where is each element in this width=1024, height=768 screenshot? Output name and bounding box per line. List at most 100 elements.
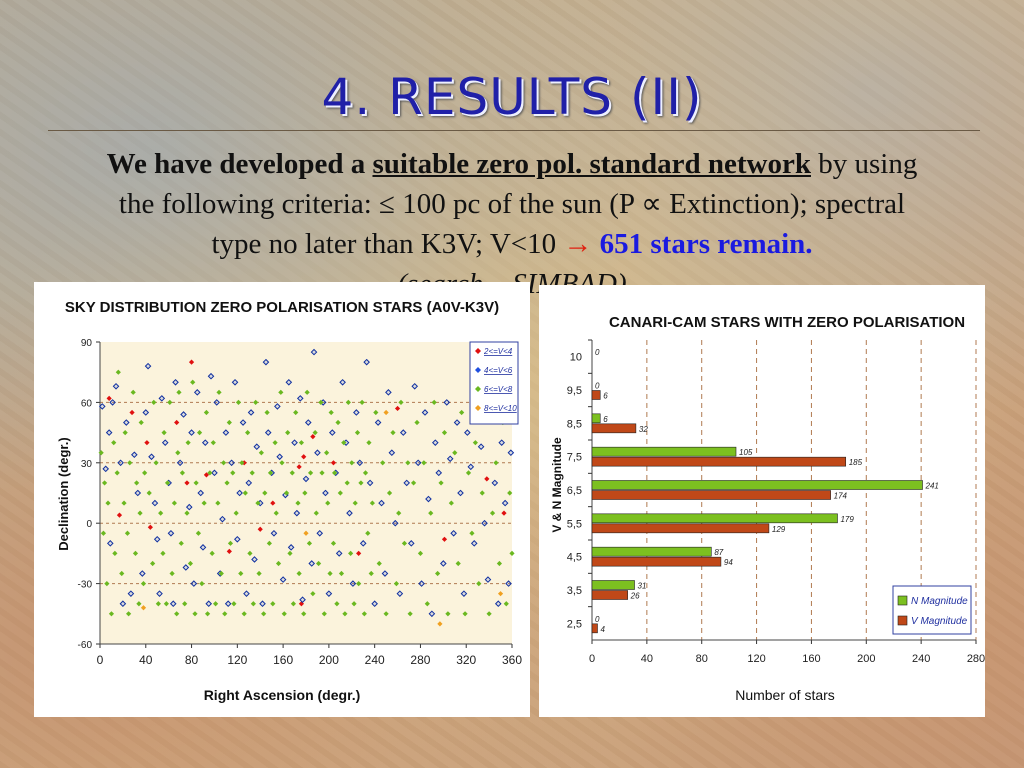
chart1-point — [174, 611, 180, 617]
chart1-point — [376, 560, 382, 567]
chart1-point — [251, 556, 258, 563]
stars-remain-text: 651 stars remain. — [599, 228, 813, 260]
chart1-point — [345, 399, 351, 405]
chart1-point — [221, 460, 227, 466]
chart2-bar-label: 105 — [739, 448, 753, 457]
canari-cam-bar-chart: CANARI-CAM STARS WITH ZERO POLARISATION … — [550, 314, 985, 703]
chart1-point — [228, 459, 235, 467]
chart1-point — [241, 611, 247, 617]
chart1-point — [349, 460, 355, 466]
chart1-point — [266, 540, 272, 546]
chart1-point — [381, 570, 389, 577]
chart1-point — [253, 443, 261, 451]
chart1-point — [310, 348, 318, 356]
chart1-point — [231, 601, 237, 607]
chart1-point — [153, 535, 161, 543]
body-line-1-rest: by using — [811, 148, 918, 180]
chart1-point — [153, 460, 159, 466]
chart1-point — [494, 600, 502, 608]
chart1-point — [498, 439, 506, 446]
chart1-point — [501, 499, 509, 507]
chart1-point — [211, 469, 218, 477]
chart2-x-tick-label: 40 — [641, 653, 653, 665]
chart1-point — [106, 395, 112, 401]
chart2-y-tick-label: 10 — [570, 352, 582, 364]
chart2-legend-swatch — [897, 595, 908, 606]
chart1-point — [321, 611, 327, 617]
chart1-y-tick-label: -60 — [78, 640, 93, 651]
chart1-point — [335, 550, 343, 557]
chart1-point — [425, 495, 432, 503]
chart1-point — [348, 550, 354, 556]
chart1-point — [184, 480, 190, 486]
chart1-point — [201, 500, 207, 506]
chart1-point — [224, 480, 230, 486]
chart1-point — [481, 519, 488, 527]
chart2-y-axis-label: V & N Magnitude — [550, 437, 564, 533]
chart1-point — [169, 570, 175, 577]
chart1-point — [330, 460, 337, 466]
chart2-y-tick-label: 3,5 — [567, 585, 582, 597]
chart1-y-tick-label: 60 — [81, 398, 93, 409]
chart1-point — [509, 550, 515, 556]
chart1-legend: 2<=V<4 4<=V<6 6<=V<8 8<=V<10 — [469, 341, 519, 425]
chart1-point — [356, 459, 364, 467]
chart1-point — [374, 419, 382, 426]
chart1-point — [298, 601, 305, 607]
chart1-point — [304, 419, 312, 426]
chart2-bar-label: 129 — [772, 525, 786, 534]
chart1-point — [290, 601, 297, 607]
chart1-point — [98, 450, 104, 456]
chart1-point — [140, 581, 147, 587]
chart1-point — [203, 409, 210, 416]
chart1-point — [351, 601, 357, 607]
chart1-point — [417, 550, 424, 556]
chart2-x-tick-label: 200 — [857, 653, 875, 665]
chart1-point — [174, 419, 180, 426]
chart2-bar-label: 31 — [638, 582, 647, 591]
chart1-point — [192, 611, 198, 617]
chart1-point — [497, 591, 504, 597]
chart1-point — [472, 440, 478, 446]
chart1-point — [443, 399, 451, 406]
body-line-2: the following criteria: ≤ 100 pc of the … — [118, 188, 906, 220]
chart1-point — [388, 449, 396, 457]
chart1-point — [199, 581, 205, 587]
chart1-point — [158, 395, 166, 402]
chart1-point — [193, 389, 201, 396]
chart2-y-tick-label: 9,5 — [567, 385, 582, 397]
chart1-point — [219, 515, 226, 523]
chart1-point — [476, 581, 482, 587]
chart1-point — [407, 540, 415, 547]
chart2-x-tick-label: 280 — [967, 653, 985, 665]
chart1-point — [440, 560, 447, 567]
chart1-point — [156, 590, 163, 597]
chart1-point — [310, 434, 316, 440]
chart1-point — [257, 526, 263, 532]
chart1-point — [207, 372, 215, 380]
chart2-bar — [591, 490, 831, 500]
chart1-point — [101, 480, 108, 486]
chart1-point — [453, 419, 461, 426]
chart1-point — [418, 580, 425, 587]
chart1-point — [356, 550, 362, 556]
chart1-legend-label: 4<=V<6 — [484, 366, 513, 375]
chart1-point — [151, 499, 159, 507]
chart1-point — [391, 519, 399, 527]
chart1-point — [126, 611, 132, 617]
chart1-point — [455, 560, 461, 567]
title-divider — [48, 130, 980, 131]
chart1-point — [349, 580, 357, 587]
body-line-1: We have developed a suitable zero pol. s… — [40, 144, 984, 184]
chart2-bar — [591, 590, 628, 600]
chart1-point — [327, 570, 333, 577]
chart1-point — [212, 601, 219, 607]
chart1-point — [491, 479, 499, 487]
chart1-point — [250, 601, 256, 607]
chart1-point — [195, 530, 202, 536]
chart1-point — [287, 544, 295, 551]
chart1-point — [185, 503, 193, 511]
sky-distribution-chart-panel: SKY DISTRIBUTION ZERO POLARISATION STARS… — [34, 282, 530, 717]
chart1-x-tick-label: 280 — [410, 653, 430, 667]
